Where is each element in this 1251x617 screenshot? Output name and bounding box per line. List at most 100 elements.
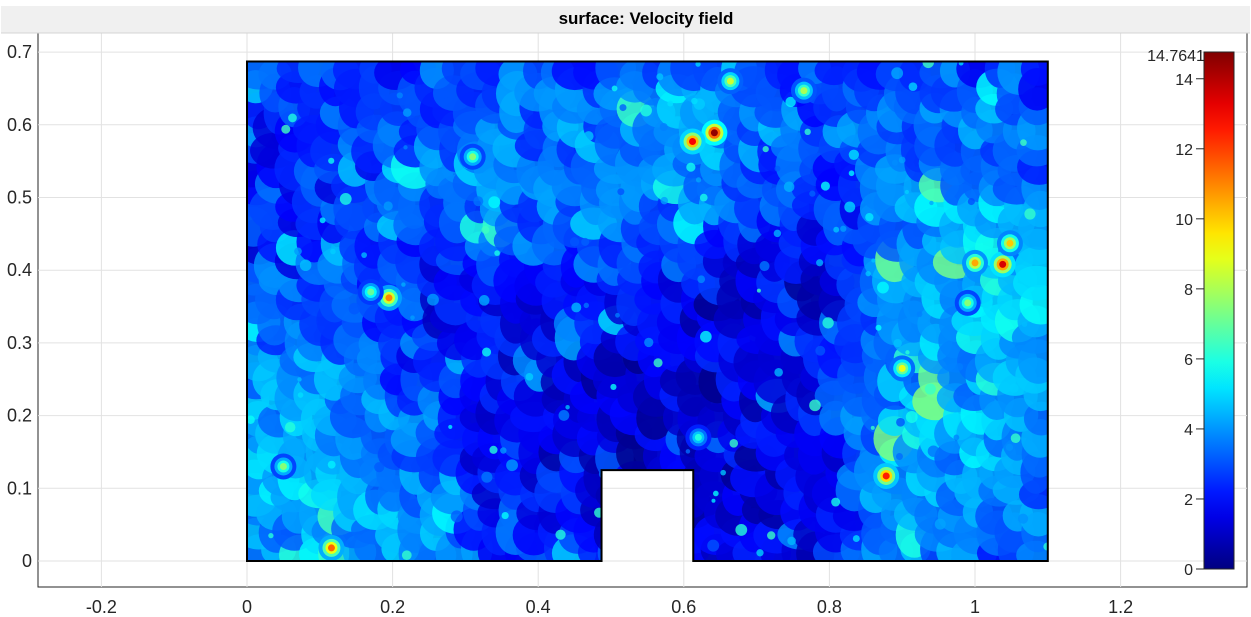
colorbar-tick-label: 0 [1184, 562, 1193, 579]
field-speckle [1009, 383, 1019, 393]
field-speckle [656, 73, 664, 81]
hotspot [459, 143, 486, 170]
field-speckle [583, 131, 594, 142]
x-tick-label: 0 [242, 597, 252, 617]
field-speckle [711, 498, 716, 503]
field-speckle [482, 347, 492, 357]
field-speckle [644, 337, 654, 348]
field-speckle [281, 124, 291, 134]
field-speckle [473, 196, 484, 207]
hotspot [962, 249, 988, 276]
x-tick-label: 0.6 [671, 597, 696, 617]
field-speckle [815, 345, 826, 356]
field-speckle [875, 324, 882, 331]
field-speckle [1021, 321, 1028, 327]
colorbar-tick-label: 12 [1175, 142, 1193, 159]
field-speckle [877, 281, 889, 294]
hotspot-ring [279, 462, 287, 470]
hotspot [889, 355, 916, 382]
field-speckle [401, 282, 406, 287]
field-speckle [865, 212, 874, 222]
field-speckle [934, 518, 946, 530]
field-speckle [299, 259, 312, 272]
colorbar-ticks: 0 2 4 6 8 10 12 14 [1175, 72, 1204, 579]
field-speckle [615, 312, 620, 318]
field-speckle [1024, 208, 1036, 220]
field-speckle [852, 535, 860, 543]
field-speckle [695, 61, 701, 67]
field-speckle [583, 302, 590, 309]
field-speckle [895, 453, 903, 460]
field-speckle [774, 367, 783, 377]
field-speckle [804, 128, 811, 136]
colorbar-tick-label: 6 [1184, 352, 1193, 369]
colorbar-tick-label: 14 [1175, 72, 1193, 89]
field-speckle [904, 189, 909, 195]
field-speckle [840, 225, 847, 232]
field-speckle [327, 460, 336, 469]
field-speckle [924, 383, 936, 395]
field-speckle [756, 549, 764, 557]
field-speckle [898, 156, 906, 164]
field-speckle [525, 372, 534, 381]
field-speckle [297, 377, 302, 382]
field-speckle [396, 92, 403, 99]
field-speckle [712, 490, 719, 497]
field-speckle [450, 510, 463, 523]
hotspot-ring [964, 299, 972, 307]
field-speckle [691, 97, 698, 105]
hotspot [989, 251, 1016, 278]
field-speckle [699, 193, 708, 202]
field-speckle [617, 188, 625, 196]
colorbar-tick-label: 8 [1184, 282, 1193, 299]
field-speckle [383, 201, 393, 211]
field-speckle [481, 471, 493, 483]
field-speckle [700, 330, 712, 343]
field-speckle [729, 439, 739, 448]
field-speckle [339, 193, 352, 205]
colorbar-tick-label: 4 [1184, 422, 1193, 439]
hotspot [270, 453, 297, 480]
field-speckle [762, 146, 769, 153]
field-speckle [896, 417, 905, 427]
field-speckle [402, 108, 412, 117]
field-speckle [720, 469, 726, 476]
field-speckle [756, 288, 761, 293]
field-speckle [1010, 433, 1021, 444]
field-speckle [844, 201, 856, 213]
x-tick-label: 0.2 [380, 597, 405, 617]
field-speckle [489, 445, 498, 454]
field-speckle [288, 113, 297, 123]
x-tick-label: 1.2 [1108, 597, 1133, 617]
field-speckle [848, 170, 855, 177]
field-speckle [348, 302, 361, 315]
field-speckle [667, 100, 674, 107]
field-speckle [767, 531, 776, 540]
field-speckle [659, 122, 668, 132]
field-speckle [929, 200, 934, 206]
hotspot-ring [710, 129, 718, 137]
domain-outline [246, 60, 1049, 562]
y-tick-label: 0.7 [7, 42, 32, 62]
field-speckle [908, 82, 918, 92]
field-speckle [610, 383, 617, 391]
field-speckle [506, 459, 518, 472]
field-speckle [831, 497, 841, 507]
field-speckle [611, 85, 618, 92]
hotspot-ring [999, 260, 1007, 268]
field-speckle [866, 357, 874, 365]
field-speckle [865, 270, 871, 277]
field-speckle [822, 317, 834, 329]
x-tick-label: 0.8 [817, 597, 842, 617]
y-tick-label: 0.2 [7, 406, 32, 426]
y-tick-label: 0 [22, 551, 32, 571]
field-speckle [403, 145, 408, 150]
field-speckle [653, 358, 663, 368]
field-speckle [500, 447, 507, 454]
field-speckle [328, 157, 335, 164]
field-speckle [319, 217, 326, 224]
x-tick-label: -0.2 [86, 597, 117, 617]
hotspot [873, 462, 900, 489]
field-speckle [426, 293, 439, 306]
field-speckle [410, 315, 415, 320]
